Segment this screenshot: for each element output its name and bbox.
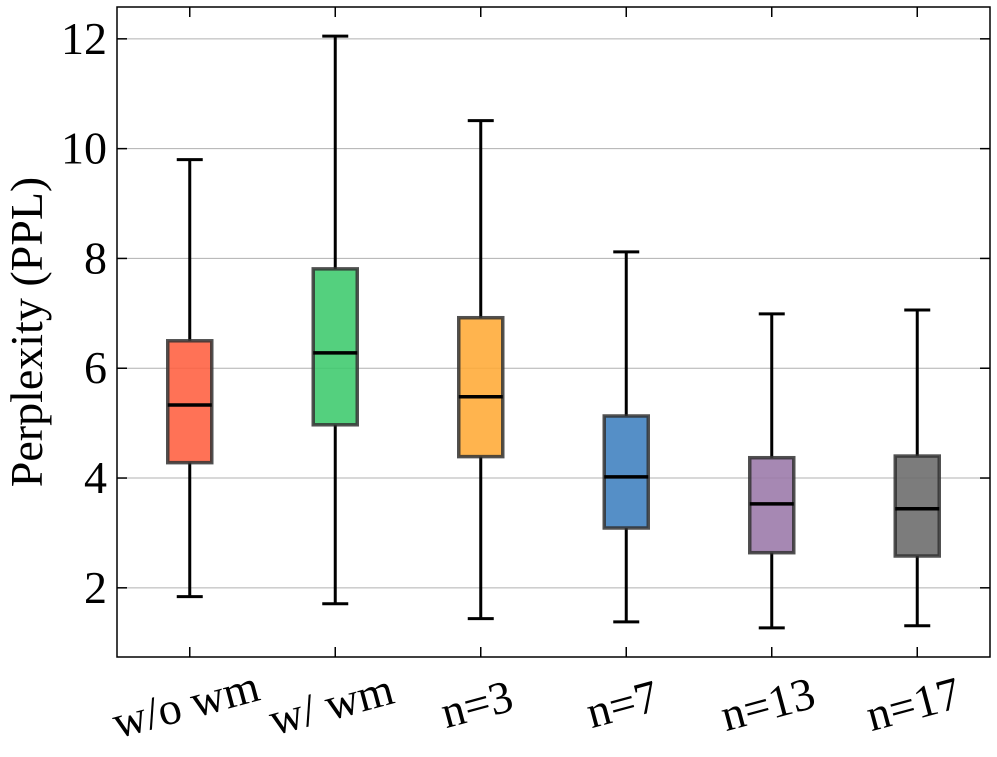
x-tick-label: w/ wm <box>264 663 400 745</box>
x-tick-label: n=17 <box>861 667 966 741</box>
box <box>166 339 214 465</box>
y-tick-label: 4 <box>84 452 107 503</box>
x-tick-label: n=3 <box>435 670 518 738</box>
x-tick-label: n=13 <box>715 667 820 741</box>
box <box>893 454 941 558</box>
plot-frame <box>116 6 991 658</box>
x-tick-label: w/o wm <box>107 660 265 748</box>
y-axis-label: Perplexity (PPL) <box>1 177 52 487</box>
box <box>457 315 505 459</box>
x-tick-label: n=7 <box>581 670 664 738</box>
box <box>311 267 359 427</box>
y-tick-label: 10 <box>61 123 107 174</box>
y-tick-label: 2 <box>84 562 107 613</box>
y-tick-label: 12 <box>61 13 107 64</box>
y-tick-label: 6 <box>84 342 107 393</box>
box <box>602 414 650 530</box>
y-tick-label: 8 <box>84 232 107 283</box>
